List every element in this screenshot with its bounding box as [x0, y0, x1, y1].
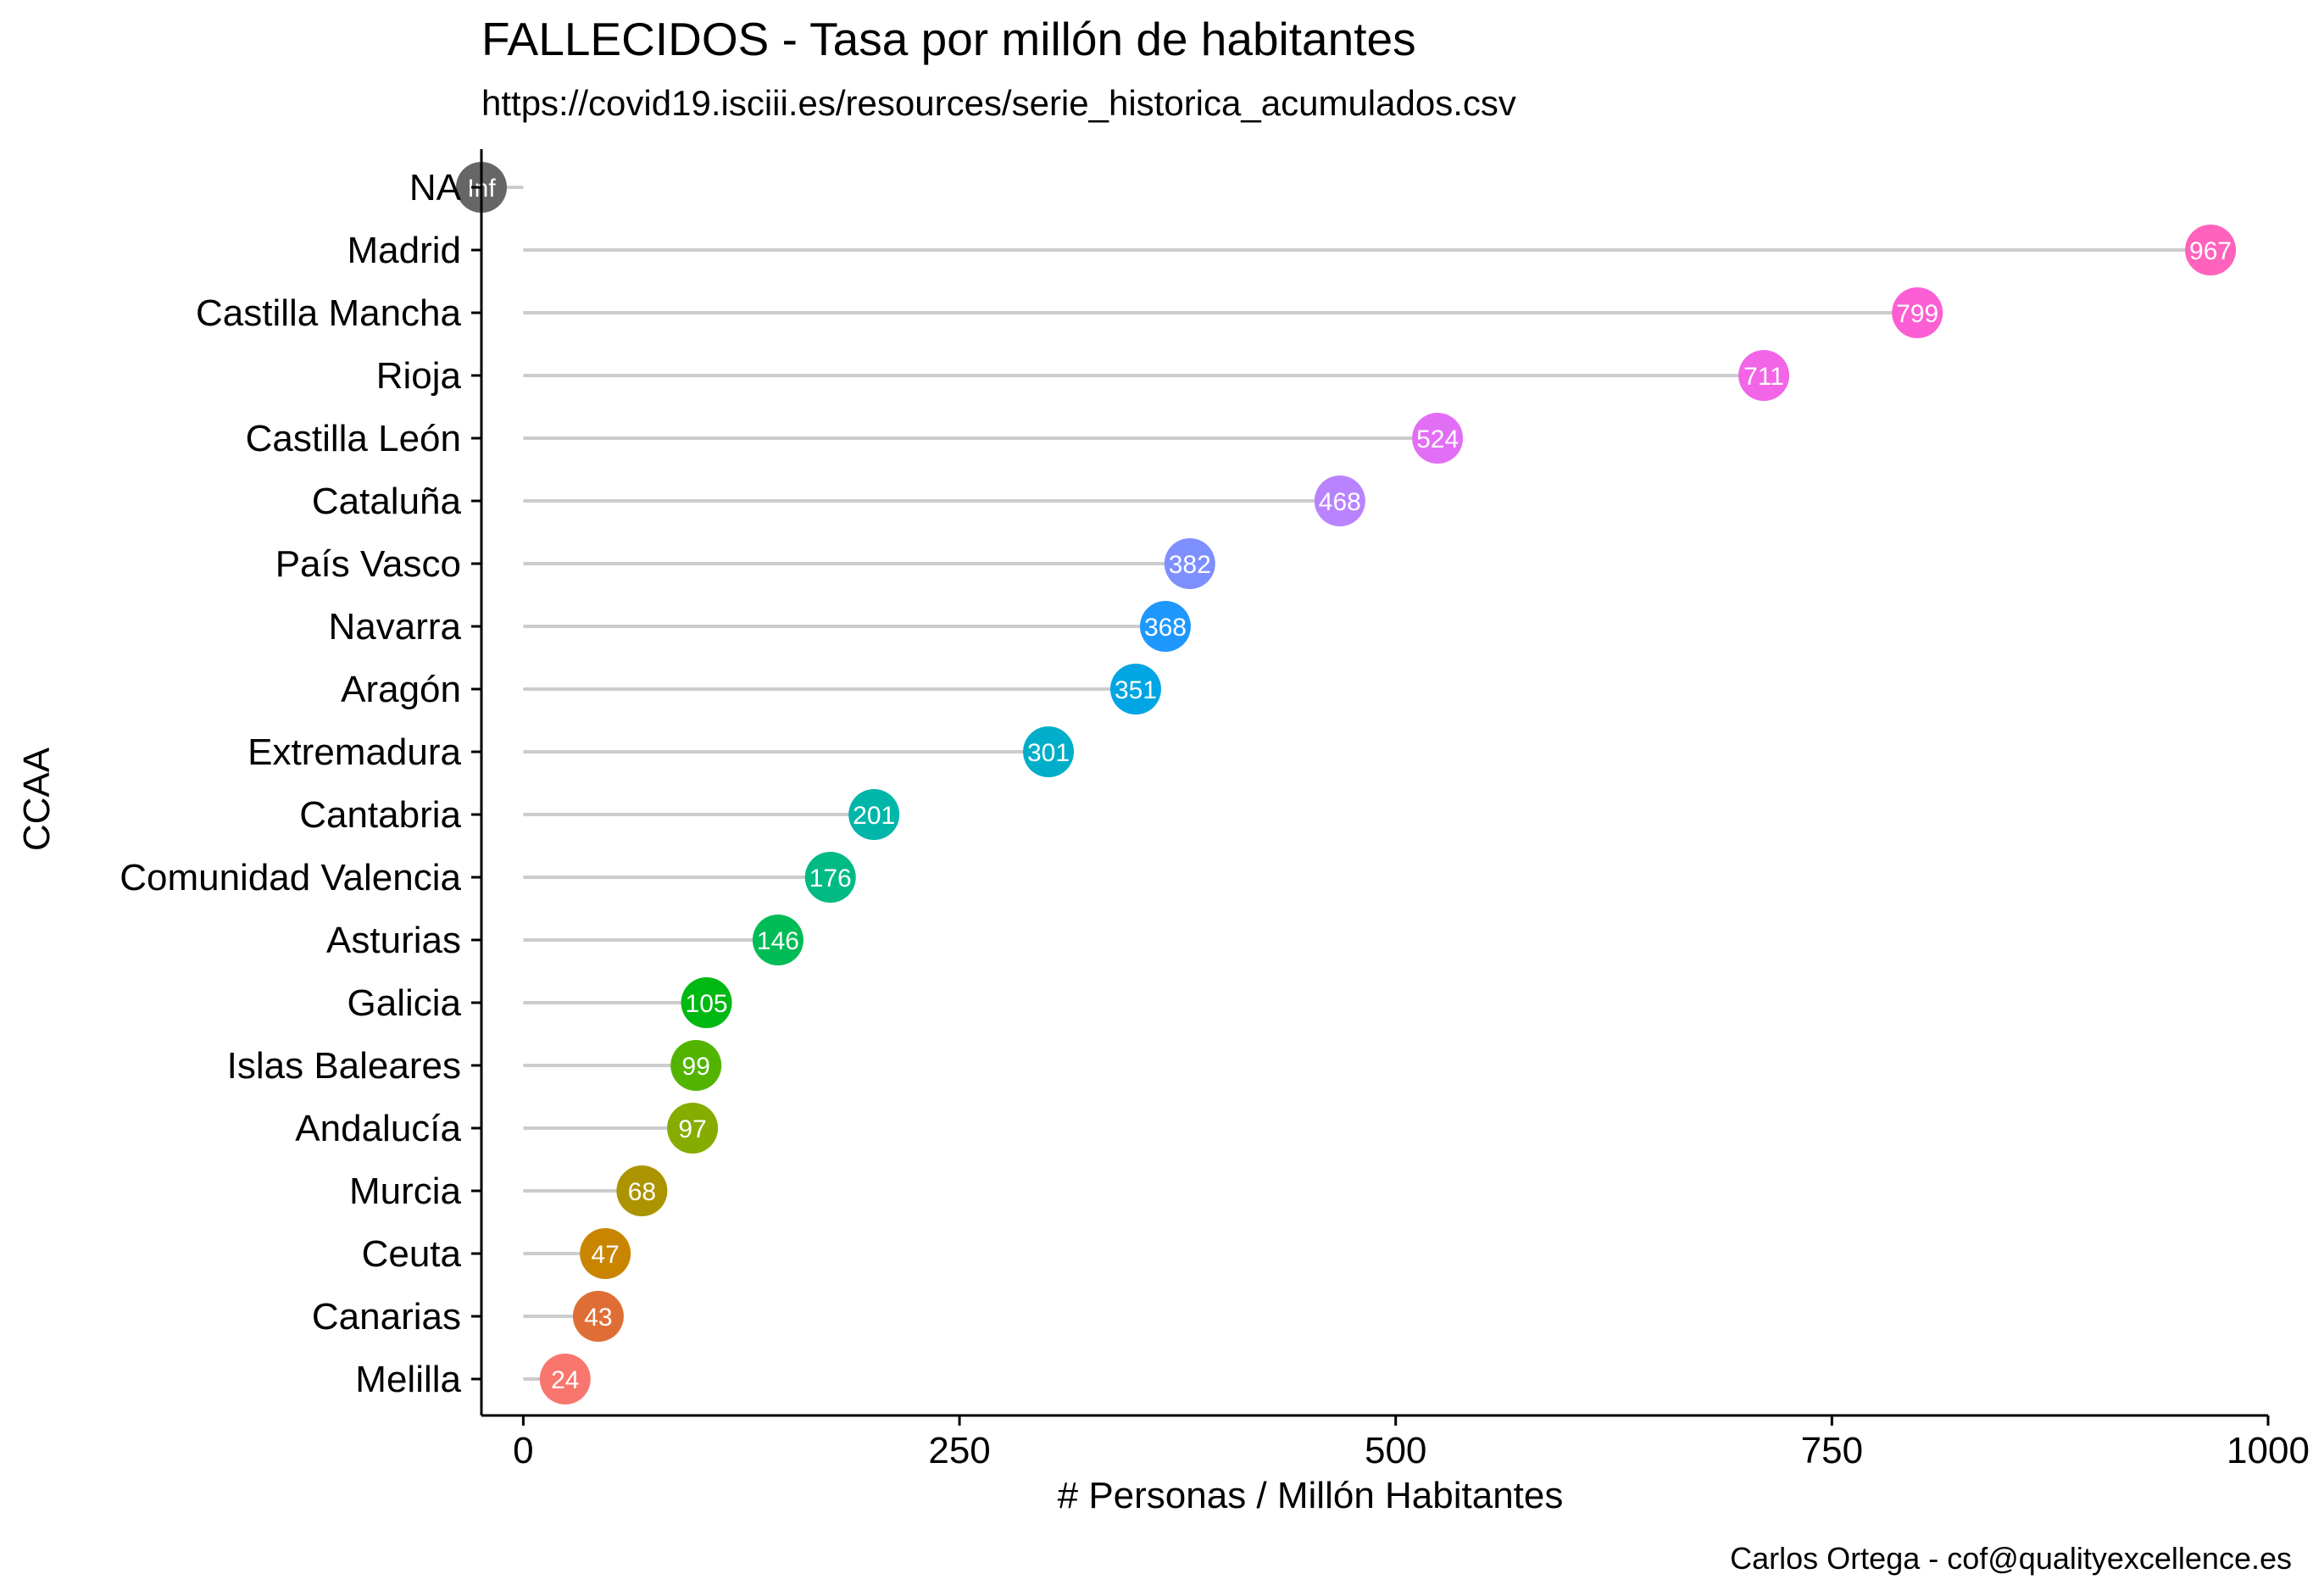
data-label-asturias: 146 — [757, 927, 799, 955]
y-tick-label-castilla-leon: Castilla León — [246, 418, 461, 459]
data-label-rioja: 711 — [1743, 363, 1784, 391]
data-label-canarias: 43 — [584, 1304, 612, 1332]
data-label-murcia: 68 — [628, 1178, 656, 1206]
x-tick-label-750: 750 — [1801, 1430, 1863, 1471]
y-tick-label-melilla: Melilla — [355, 1359, 461, 1400]
points-layer: Inf9677997115244683823683513012011761461… — [456, 162, 2237, 1404]
y-tick-label-madrid: Madrid — [348, 230, 462, 271]
point-pais-vasco — [1164, 538, 1215, 589]
y-tick-label-navarra: Navarra — [329, 606, 462, 648]
chart-title: FALLECIDOS - Tasa por millón de habitant… — [481, 13, 1416, 65]
y-tick-label-galicia: Galicia — [348, 982, 462, 1024]
data-label-cantabria: 201 — [853, 802, 895, 830]
data-label-andalucia: 97 — [678, 1115, 706, 1143]
point-madrid — [2185, 225, 2237, 275]
y-tick-label-comunidad-valencia: Comunidad Valencia — [120, 857, 461, 898]
data-label-madrid: 967 — [2189, 237, 2232, 265]
point-melilla — [539, 1354, 591, 1404]
y-tick-label-na: NA — [409, 167, 462, 209]
data-label-aragon: 351 — [1115, 676, 1157, 704]
chart-caption: Carlos Ortega - cof@qualityexcellence.es — [1730, 1541, 2292, 1576]
data-label-islas-baleares: 99 — [682, 1053, 710, 1081]
point-extremadura — [1023, 726, 1075, 777]
point-cantabria — [848, 789, 900, 840]
data-label-extremadura: 301 — [1027, 739, 1070, 767]
x-axis-label: # Personas / Millón Habitantes — [1057, 1475, 1564, 1516]
point-islas-baleares — [670, 1040, 722, 1091]
point-castilla-leon — [1412, 413, 1464, 464]
y-tick-label-ceuta: Ceuta — [362, 1233, 462, 1275]
point-cataluna — [1314, 475, 1365, 526]
data-label-ceuta: 47 — [591, 1241, 619, 1269]
data-label-castilla-mancha: 799 — [1896, 300, 1938, 328]
data-label-cataluna: 468 — [1319, 488, 1361, 516]
point-ceuta — [580, 1228, 631, 1279]
point-murcia — [616, 1165, 668, 1216]
y-tick-label-murcia: Murcia — [349, 1171, 462, 1212]
y-tick-label-islas-baleares: Islas Baleares — [227, 1045, 461, 1087]
y-tick-label-extremadura: Extremadura — [247, 731, 461, 773]
data-label-navarra: 368 — [1144, 614, 1187, 642]
data-label-galicia: 105 — [686, 990, 728, 1018]
point-comunidad-valencia — [804, 852, 856, 903]
data-label-melilla: 24 — [551, 1366, 579, 1394]
y-tick-label-asturias: Asturias — [326, 920, 461, 961]
point-navarra — [1139, 601, 1191, 652]
point-aragon — [1109, 664, 1161, 715]
x-tick-label-250: 250 — [928, 1430, 990, 1471]
y-tick-label-andalucia: Andalucía — [295, 1108, 461, 1149]
point-galicia — [681, 977, 732, 1028]
point-castilla-mancha — [1892, 287, 1943, 338]
point-andalucia — [667, 1103, 719, 1154]
x-tick-label-0: 0 — [513, 1430, 533, 1471]
point-canarias — [572, 1291, 624, 1342]
stems-layer — [481, 186, 2211, 1381]
x-tick-label-1000: 1000 — [2227, 1430, 2310, 1471]
data-label-castilla-leon: 524 — [1416, 425, 1459, 453]
y-tick-label-pais-vasco: País Vasco — [275, 543, 461, 585]
y-tick-label-aragon: Aragón — [341, 669, 461, 710]
y-tick-label-rioja: Rioja — [376, 355, 462, 397]
y-tick-label-castilla-mancha: Castilla Mancha — [196, 292, 462, 334]
data-label-comunidad-valencia: 176 — [809, 865, 852, 893]
axes-layer: NA Madrid Castilla Mancha Rioja Castilla Leó… — [120, 149, 2310, 1471]
point-rioja — [1738, 350, 1790, 401]
y-tick-label-cantabria: Cantabria — [299, 794, 461, 836]
y-tick-label-cataluna: Cataluña — [312, 481, 462, 522]
y-tick-label-canarias: Canarias — [312, 1296, 461, 1337]
x-tick-label-500: 500 — [1365, 1430, 1426, 1471]
data-label-pais-vasco: 382 — [1169, 551, 1211, 579]
chart-subtitle: https://covid19.isciii.es/resources/seri… — [481, 83, 1516, 123]
point-asturias — [752, 915, 803, 965]
